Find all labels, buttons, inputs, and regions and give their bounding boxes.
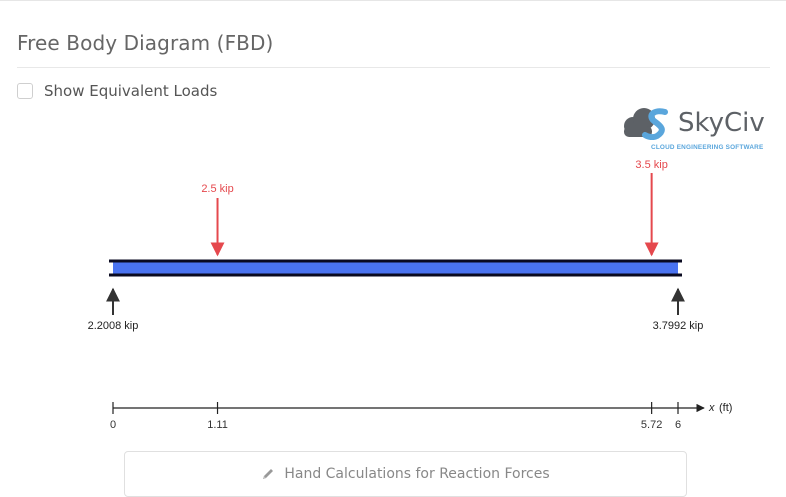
pencil-icon xyxy=(263,469,274,479)
reactions: 2.2008 kip 3.7992 kip xyxy=(88,287,704,332)
equivalent-loads-label: Show Equivalent Loads xyxy=(44,82,218,100)
skyciv-logo: SkyCiv CLOUD ENGINEERING SOFTWARE xyxy=(620,106,776,154)
axis-tick-label: 1.11 xyxy=(207,419,228,431)
title-divider xyxy=(17,67,770,68)
logo-wordmark: SkyCiv xyxy=(678,108,765,138)
axis-tick-label: 5.72 xyxy=(641,419,662,431)
logo-tagline: CLOUD ENGINEERING SOFTWARE xyxy=(651,144,764,151)
x-axis: 0 1.11 5.72 6 x (ft) xyxy=(110,402,732,431)
beam-body xyxy=(113,261,678,275)
top-divider xyxy=(0,0,786,1)
reaction-label: 3.7992 kip xyxy=(653,320,704,332)
point-loads: 2.5 kip 3.5 kip xyxy=(201,159,668,257)
axis-unit-label: (ft) xyxy=(719,402,732,414)
hand-calculations-button[interactable]: Hand Calculations for Reaction Forces xyxy=(124,451,687,497)
reaction-label: 2.2008 kip xyxy=(88,320,139,332)
point-load-label: 3.5 kip xyxy=(635,159,667,171)
point-load-label: 2.5 kip xyxy=(201,183,233,195)
beam xyxy=(109,259,682,277)
axis-tick-label: 6 xyxy=(675,419,681,431)
axis-variable-label: x xyxy=(708,402,715,414)
skyciv-cloud-icon xyxy=(624,108,668,140)
equivalent-loads-toggle[interactable]: Show Equivalent Loads xyxy=(17,82,217,100)
page-title: Free Body Diagram (FBD) xyxy=(17,31,274,55)
equivalent-loads-checkbox[interactable] xyxy=(17,83,33,99)
axis-tick-label: 0 xyxy=(110,419,116,431)
hand-calculations-label: Hand Calculations for Reaction Forces xyxy=(284,466,550,482)
